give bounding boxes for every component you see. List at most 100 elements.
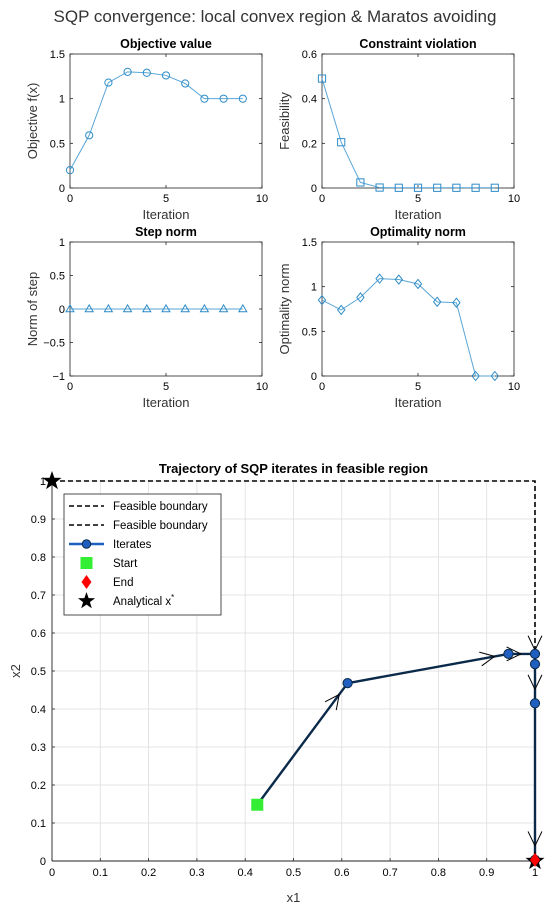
figure-suptitle: SQP convergence: local convex region & M… — [54, 7, 497, 26]
y-tick-label: 0.6 — [31, 628, 46, 640]
y-tick-label: 0.4 — [302, 94, 317, 106]
x-tick-label: 0.8 — [431, 867, 446, 879]
legend-box — [63, 493, 222, 616]
data-point — [180, 303, 191, 313]
arrow-head — [527, 674, 536, 690]
y-tick-label: 1 — [59, 94, 65, 106]
y-tick-label: 0 — [311, 183, 317, 195]
data-point — [104, 78, 113, 87]
y-tick-label: 0 — [40, 856, 46, 868]
iterate-point — [342, 678, 353, 689]
x-axis-label: x1 — [287, 890, 301, 905]
data-point — [432, 296, 442, 308]
data-point — [471, 183, 480, 192]
arrow-head — [324, 693, 340, 703]
y-tick-label: −1 — [52, 371, 65, 383]
legend-swatch-circle — [81, 539, 92, 549]
start-marker — [251, 798, 264, 811]
y-tick-label: 0.2 — [302, 138, 317, 150]
subplot-title: Objective value — [120, 37, 212, 51]
subplot-title: Optimality norm — [370, 225, 466, 239]
data-point — [199, 303, 210, 313]
y-tick-label: −0.5 — [43, 338, 65, 350]
x-tick-label: 0.1 — [93, 867, 108, 879]
iterate-point — [503, 648, 514, 660]
legend-swatch-end — [81, 575, 92, 589]
y-tick-label: 0.8 — [31, 552, 46, 564]
y-tick-label: 0.9 — [31, 514, 46, 526]
x-tick-label: 0 — [319, 193, 325, 205]
data-point — [336, 304, 346, 316]
arrow-head — [335, 694, 340, 711]
x-tick-label: 10 — [256, 381, 268, 393]
data-point — [122, 303, 133, 313]
iterate-point — [529, 659, 541, 670]
y-axis-label: x2 — [8, 664, 23, 678]
data-point — [394, 183, 403, 192]
y-tick-label: 0.3 — [31, 742, 46, 754]
data-point — [103, 303, 114, 313]
y-tick-label: 1 — [40, 476, 46, 488]
data-point — [317, 294, 327, 306]
legend-swatch-star — [77, 592, 96, 609]
legend: Feasible boundary Feasible boundary Iterat… — [63, 493, 222, 616]
y-tick-label: 0 — [311, 371, 317, 383]
y-tick-label: 1.5 — [302, 237, 317, 249]
y-tick-label: 0.7 — [31, 590, 46, 602]
legend-label: Feasible boundary — [113, 501, 208, 513]
y-tick-label: 1 — [311, 282, 317, 294]
arrow-head — [479, 651, 495, 657]
y-axis-label: Optimality norm — [277, 263, 292, 354]
legend-swatch-start — [80, 557, 93, 569]
legend-label: Iterates — [113, 539, 152, 551]
data-point — [200, 94, 209, 103]
y-tick-label: 0.5 — [50, 271, 65, 283]
axes-box — [321, 241, 515, 377]
x-tick-label: 0.5 — [286, 867, 301, 879]
x-tick-label: 5 — [163, 381, 169, 393]
subplot-objective: 0 5 10 0 0.5 1 1.5 Objective value Iteration Obje… — [25, 37, 268, 222]
axes-box — [321, 53, 515, 189]
data-point — [237, 303, 248, 313]
data-point — [141, 303, 152, 313]
data-point — [375, 183, 384, 192]
subplot-step: 0 5 10 −1 −0.5 0 0.5 1 Step norm Iteration Norm of… — [25, 225, 268, 410]
x-tick-label: 0.4 — [238, 867, 253, 879]
end-marker — [530, 852, 540, 867]
data-point — [65, 166, 75, 175]
x-tick-label: 10 — [256, 193, 268, 205]
y-tick-label: 0 — [59, 304, 65, 316]
y-tick-label: 0.4 — [31, 704, 46, 716]
legend-label: Feasible boundary — [113, 520, 208, 532]
arrow-head — [481, 656, 495, 667]
x-tick-label: 0.6 — [334, 867, 349, 879]
y-tick-label: 0.2 — [31, 780, 46, 792]
data-point — [161, 303, 171, 313]
subplot-title: Constraint violation — [359, 37, 476, 51]
y-axis-label: Norm of step — [25, 272, 40, 346]
arrow-head — [527, 635, 536, 651]
y-tick-label: 0.5 — [50, 138, 65, 150]
data-point — [84, 303, 95, 313]
x-tick-label: 0 — [319, 381, 325, 393]
data-point — [337, 138, 346, 147]
legend-label: Analytical x* — [113, 593, 174, 608]
analytical-star — [42, 471, 62, 490]
data-point — [452, 297, 461, 309]
subplot-feasibility: 0 5 10 0 0.2 0.4 0.6 Constraint violation Iterat… — [277, 37, 520, 222]
data-point — [490, 370, 500, 382]
trajectory-title: Trajectory of SQP iterates in feasible r… — [159, 461, 428, 476]
data-point — [413, 278, 423, 290]
x-tick-label: 0.7 — [382, 867, 397, 879]
data-point — [452, 183, 461, 192]
data-point — [65, 303, 75, 313]
data-point — [238, 94, 247, 103]
legend-label: End — [113, 577, 133, 589]
x-tick-label: 0 — [67, 193, 73, 205]
iterate-point — [529, 698, 541, 709]
subplot-title: Step norm — [135, 225, 197, 239]
data-point — [490, 183, 499, 192]
axes-box — [69, 53, 263, 189]
y-tick-label: 1 — [59, 237, 65, 249]
